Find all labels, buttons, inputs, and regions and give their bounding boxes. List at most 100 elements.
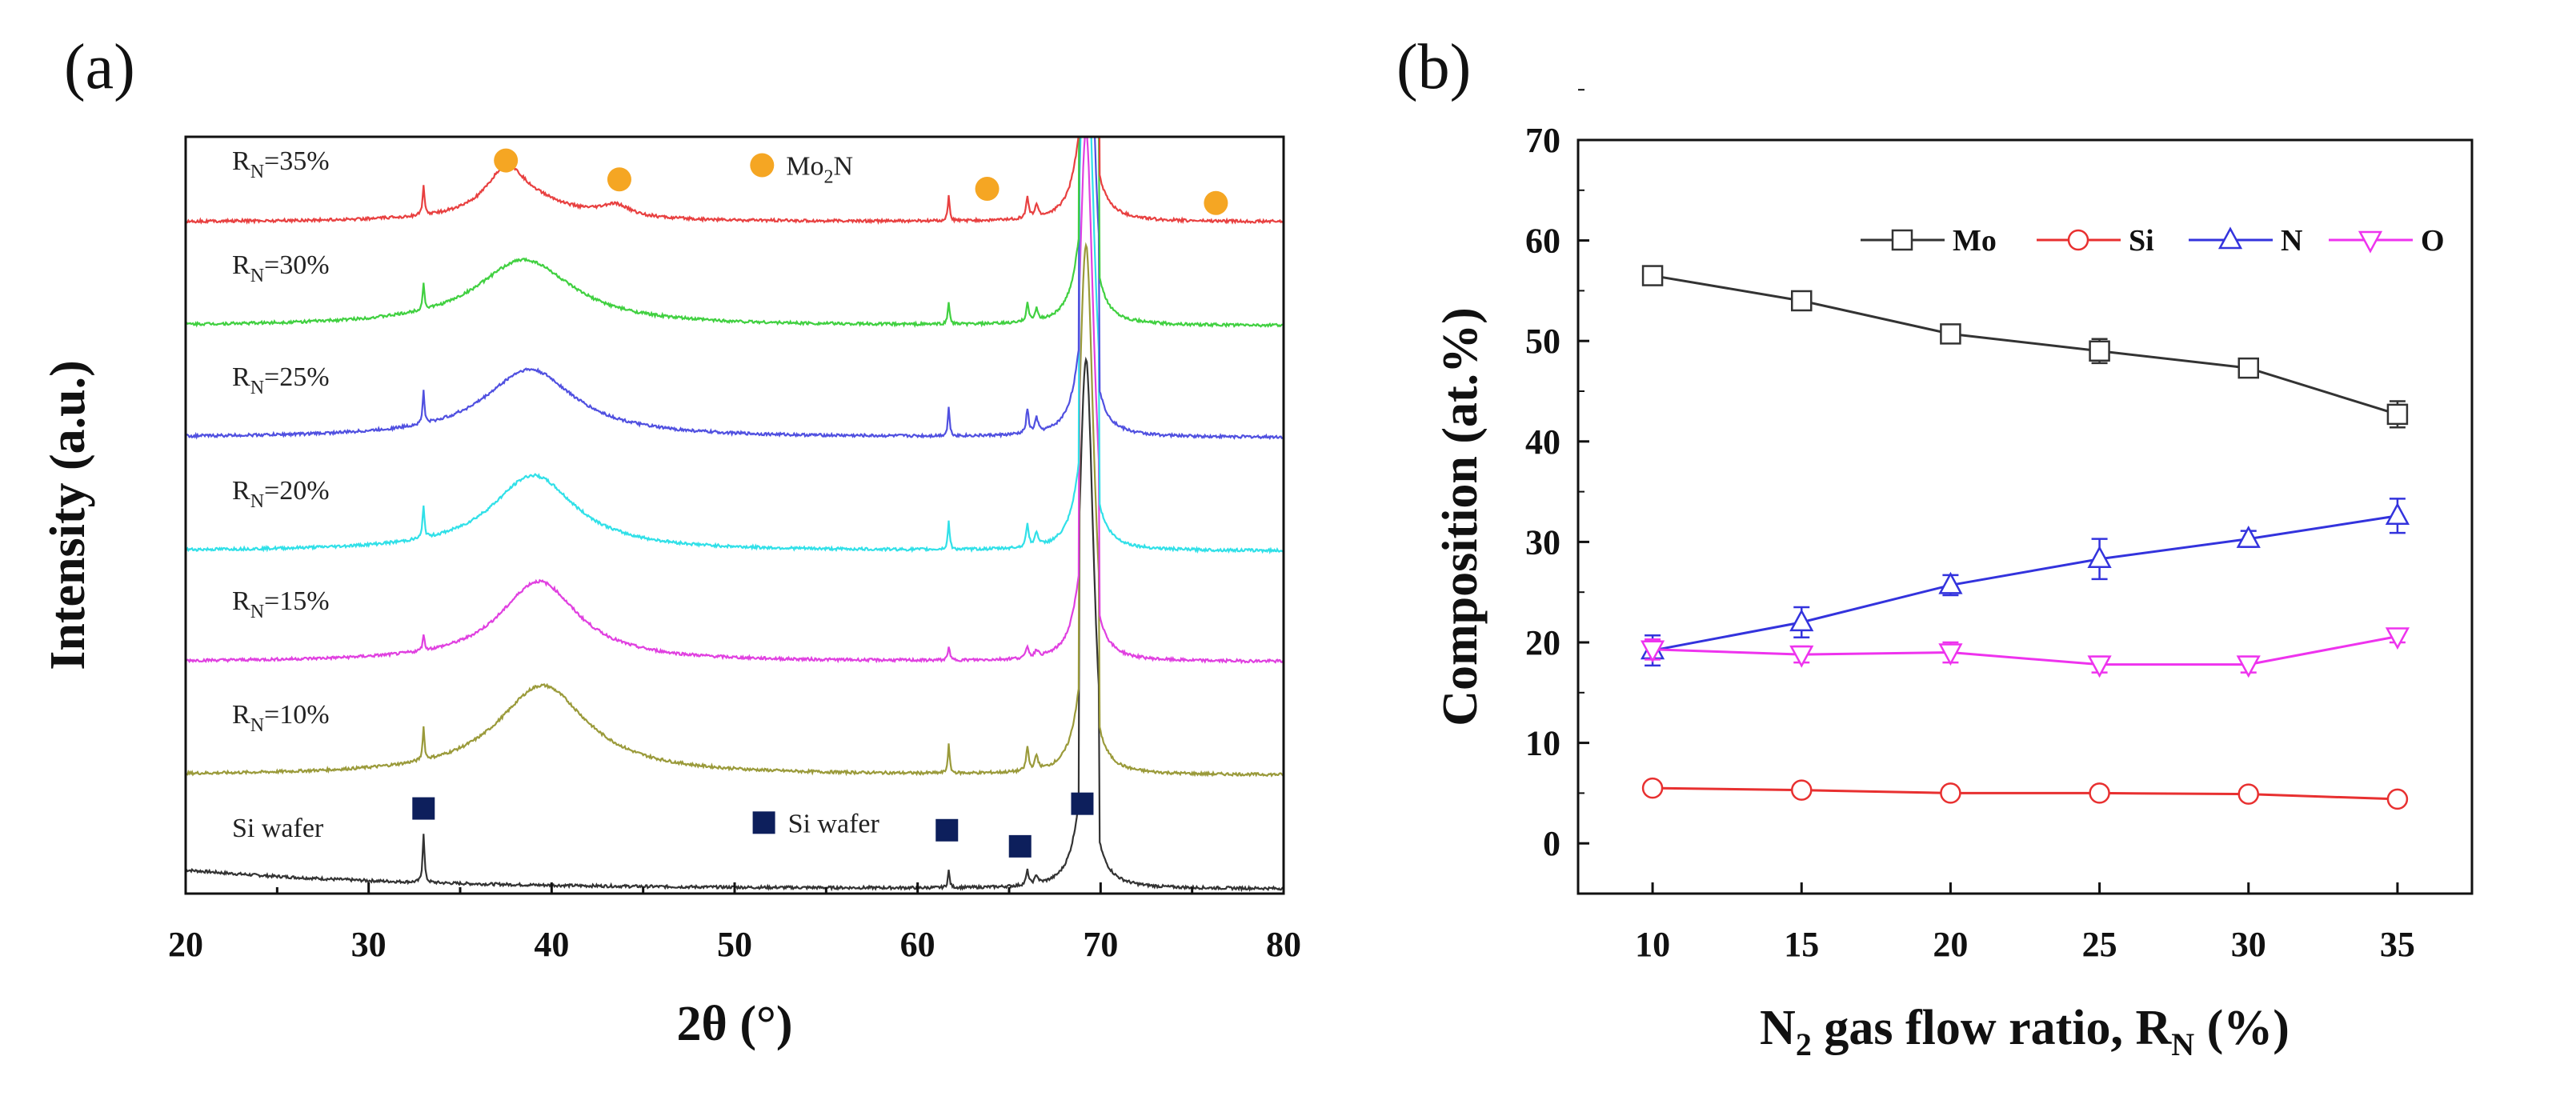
x-title-sub: N	[2171, 1026, 2194, 1062]
data-point	[1641, 265, 1664, 286]
mo2n-legend-label: Mo2N	[786, 151, 853, 187]
x-tick-label-a: 80	[1266, 925, 1301, 964]
x-tick-label-a: 60	[900, 925, 935, 964]
curve-label-tail: =20%	[264, 476, 330, 506]
curve-label-main: Si wafer	[232, 814, 324, 843]
x-tick-label-b: 15	[1784, 925, 1819, 964]
data-point	[2385, 502, 2410, 525]
series-si	[1641, 777, 2409, 810]
series-line	[1652, 514, 2398, 652]
curve-label-main: R	[232, 362, 250, 392]
curve-label-tail: =35%	[264, 146, 330, 176]
series-line	[1652, 274, 2398, 416]
x-axis-a-title: 2θ (°)	[677, 997, 793, 1051]
curve-label-main: R	[232, 250, 250, 280]
x-tick-label-a: 30	[351, 925, 387, 964]
x-tick-label-a: 40	[534, 925, 569, 964]
data-point	[1640, 640, 1665, 663]
composition-series	[1640, 265, 2410, 810]
mo2n-marker	[494, 148, 519, 173]
x-tick-label-b: 35	[2380, 925, 2415, 964]
si-marker	[412, 797, 435, 820]
data-point	[2237, 783, 2259, 805]
plot-b-frame	[1576, 138, 2474, 895]
x-title-part: (%)	[2194, 1001, 2290, 1055]
data-point	[1938, 643, 1963, 666]
mo2n-label-tail: N	[834, 151, 854, 181]
data-point	[1789, 609, 1814, 632]
curve-label: RN=10%	[232, 700, 330, 736]
legend-marker	[2067, 229, 2089, 251]
data-point	[2237, 357, 2259, 379]
y-tick-label-b: 40	[1525, 422, 1560, 462]
curve-label: RN=30%	[232, 250, 330, 286]
panel-b-label: (b)	[1396, 32, 1471, 102]
y-tick-label-b: 60	[1525, 222, 1560, 261]
data-point	[2236, 526, 2261, 548]
y-axis-b-title: Composition (at.%)	[1433, 307, 1488, 726]
data-point	[2087, 546, 2112, 569]
data-point	[1791, 290, 1813, 312]
x-tick-label-a: 50	[717, 925, 752, 964]
curve-label-tail: =30%	[264, 250, 330, 280]
y-axis-a-title: Intensity (a.u.)	[41, 360, 95, 670]
data-point	[2087, 655, 2112, 678]
data-point	[2386, 788, 2409, 810]
data-point	[1938, 571, 1963, 594]
mo2n-marker	[975, 177, 1000, 202]
series-line	[1653, 634, 2398, 666]
x-tick-label-a: 20	[168, 925, 203, 964]
panel-a-label: (a)	[64, 32, 135, 102]
y-tick-label-b: 50	[1525, 322, 1560, 361]
curve-label-tail: =25%	[264, 362, 330, 392]
mo2n-legend-marker	[750, 153, 775, 178]
data-point	[1940, 782, 1961, 804]
curve-label-sub: N	[250, 378, 264, 398]
legend-marker	[1891, 229, 1913, 251]
series-o	[1640, 627, 2410, 678]
curve-label-sub: N	[250, 715, 264, 736]
series-line	[1653, 786, 2398, 801]
legend-label: Si	[2129, 224, 2154, 258]
plot-a-frame	[184, 135, 1285, 895]
x-tick-label-b: 25	[2082, 925, 2117, 964]
curve-label-main: R	[232, 586, 250, 616]
mo2n-label-sub: 2	[824, 166, 834, 187]
curve-label-tail: =10%	[264, 700, 330, 730]
x-tick-label-b: 20	[1933, 925, 1968, 964]
y-tick-label-b: 30	[1525, 522, 1560, 562]
x-tick-label-a: 70	[1083, 925, 1118, 964]
x-title-sub: 2	[1796, 1026, 1812, 1062]
curve-label: RN=15%	[232, 586, 330, 622]
xrd-curve-line	[186, 137, 1284, 329]
curve-label-sub: N	[250, 491, 264, 512]
data-point	[1789, 645, 1814, 668]
series-mo	[1641, 265, 2409, 429]
curve-label-main: R	[232, 146, 250, 176]
xrd-curve-line	[186, 137, 1284, 226]
curve-label: RN=25%	[232, 362, 330, 398]
legend-marker	[2217, 226, 2243, 250]
curve-label-main: R	[232, 476, 250, 506]
curve-label-sub: N	[250, 162, 264, 182]
si-legend-marker	[752, 811, 775, 834]
curve-labels: Si waferRN=10%RN=15%RN=20%RN=25%RN=30%RN…	[232, 146, 330, 843]
si-marker	[935, 818, 959, 842]
panel-b: (b) 0 10 20 30 40 50 60 70 10 15 20 25 30 35 Mo Si N O N…	[1396, 32, 2474, 1062]
si-marker	[1071, 792, 1094, 815]
series-n	[1640, 498, 2410, 667]
data-point	[2089, 340, 2110, 362]
x-axis-b-title: N2 gas flow ratio, RN (%)	[1760, 1001, 2290, 1062]
y-tick-label-b: 70	[1525, 121, 1560, 160]
y-tick-label-b: 0	[1543, 824, 1560, 863]
legend-label: Mo	[1953, 224, 1997, 258]
curve-label: Si wafer	[232, 814, 324, 843]
xrd-curve-line	[186, 242, 1284, 778]
x-title-part: N	[1760, 1001, 1796, 1055]
xrd-curves	[186, 137, 1284, 893]
data-point	[2386, 403, 2409, 426]
data-point	[2236, 655, 2261, 678]
mo2n-marker	[1204, 190, 1228, 215]
